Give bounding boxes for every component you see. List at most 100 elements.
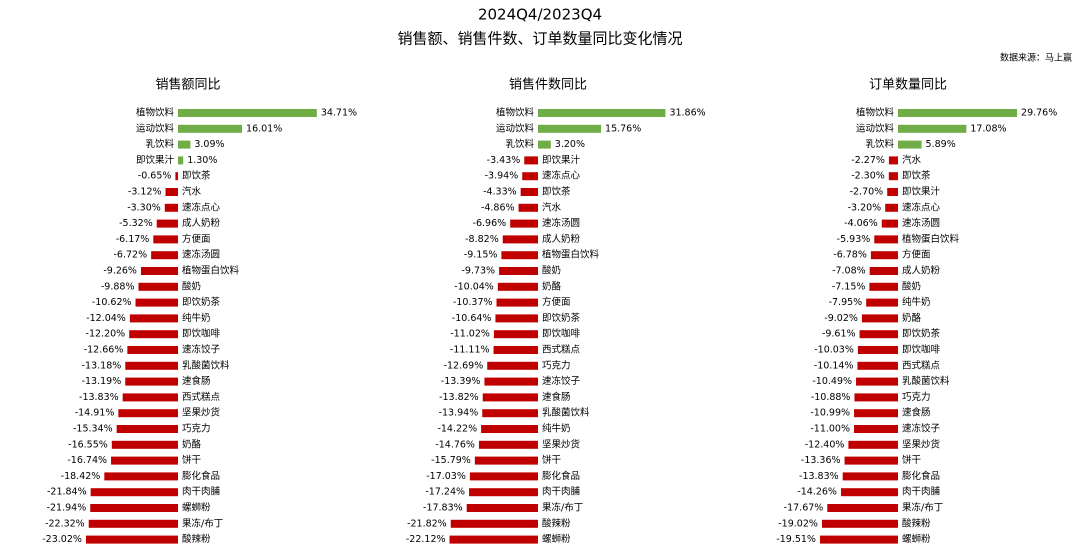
value-label: 3.20% <box>555 139 585 150</box>
bar <box>482 393 538 402</box>
bar <box>854 393 898 402</box>
bar <box>122 393 178 402</box>
value-label: -9.61% <box>822 329 856 340</box>
bar <box>125 377 178 386</box>
category-label: 成人奶粉 <box>542 233 581 245</box>
value-label: -12.04% <box>86 313 126 324</box>
category-label: 饼干 <box>542 454 561 466</box>
value-label: -4.06% <box>844 218 878 229</box>
category-label: 植物饮料 <box>496 107 535 119</box>
category-label: 肉干肉脯 <box>902 486 941 498</box>
value-label: -13.94% <box>439 408 479 419</box>
category-label: 坚果炒货 <box>182 407 220 419</box>
value-label: 29.76% <box>1021 108 1057 119</box>
category-label: 肉干肉脯 <box>542 486 581 498</box>
chart-title: 2024Q4/2023Q4 <box>478 6 602 24</box>
value-label: -15.34% <box>73 424 113 435</box>
category-label: 坚果炒货 <box>542 438 580 450</box>
bar <box>90 504 178 512</box>
bar <box>118 409 178 418</box>
value-label: -7.95% <box>829 297 863 308</box>
category-label: 植物蛋白饮料 <box>542 249 600 261</box>
value-label: -9.26% <box>103 266 137 277</box>
bar <box>869 282 898 291</box>
category-label: 西式糕点 <box>182 391 221 403</box>
category-label: 乳饮料 <box>145 138 174 150</box>
bar <box>888 172 898 181</box>
bar <box>129 314 178 323</box>
category-label: 方便面 <box>182 233 211 245</box>
category-label: 运动饮料 <box>856 122 895 134</box>
value-label: -3.20% <box>848 202 882 213</box>
category-label: 奶酪 <box>182 438 202 450</box>
bar <box>140 267 178 275</box>
value-label: -16.55% <box>68 439 108 450</box>
value-label: -6.96% <box>473 218 507 229</box>
value-label: -3.43% <box>487 155 521 166</box>
bar <box>501 251 538 260</box>
bar <box>484 377 538 386</box>
value-label: -10.62% <box>92 297 132 308</box>
value-label: -17.67% <box>784 503 824 514</box>
bar <box>469 472 538 481</box>
value-label: -18.42% <box>61 471 101 482</box>
bar <box>854 409 898 418</box>
value-label: -16.74% <box>67 455 107 466</box>
value-label: -10.49% <box>812 376 852 387</box>
category-label: 运动饮料 <box>496 122 535 134</box>
category-label: 螺蛳粉 <box>182 502 211 514</box>
bar <box>887 188 898 196</box>
bar <box>848 440 898 449</box>
value-label: -7.15% <box>832 281 866 292</box>
category-label: 果冻/布丁 <box>542 502 583 514</box>
value-label: -12.69% <box>444 360 484 371</box>
bar <box>518 203 538 212</box>
bar <box>90 488 178 497</box>
category-label: 速冻饺子 <box>182 344 221 356</box>
bar <box>885 203 898 212</box>
category-label: 酸辣粉 <box>902 517 931 529</box>
category-label: 酸辣粉 <box>542 517 571 529</box>
category-label: 运动饮料 <box>136 122 175 134</box>
bar <box>125 361 178 370</box>
value-label: -12.20% <box>86 329 126 340</box>
bar <box>127 346 178 354</box>
value-label: -9.02% <box>824 313 858 324</box>
bar <box>538 140 551 149</box>
value-label: -17.03% <box>426 471 466 482</box>
bar <box>898 140 922 149</box>
value-label: -13.82% <box>439 392 479 403</box>
category-label: 速冻点心 <box>902 201 941 213</box>
category-label: 汽水 <box>542 201 562 213</box>
value-label: -22.32% <box>45 518 85 529</box>
bar <box>497 282 538 291</box>
category-label: 成人奶粉 <box>902 265 941 277</box>
category-label: 西式糕点 <box>542 344 581 356</box>
bar <box>840 488 898 497</box>
category-label: 即饮果汁 <box>542 154 581 166</box>
value-label: -2.30% <box>851 171 885 182</box>
category-label: 乳饮料 <box>505 138 534 150</box>
value-label: -15.79% <box>431 455 471 466</box>
bar <box>520 188 538 196</box>
bar <box>842 472 898 481</box>
value-label: -13.83% <box>79 392 119 403</box>
value-label: -9.15% <box>464 250 498 261</box>
category-label: 速冻饺子 <box>542 375 581 387</box>
category-label: 酸奶 <box>902 280 921 292</box>
bar <box>874 235 898 244</box>
bar <box>522 172 538 181</box>
bar <box>164 203 178 212</box>
category-label: 膨化食品 <box>542 470 580 482</box>
value-label: -12.40% <box>805 439 845 450</box>
value-label: -4.86% <box>481 202 515 213</box>
value-label: -3.30% <box>127 202 161 213</box>
category-label: 纯牛奶 <box>182 312 211 324</box>
category-label: 螺蛳粉 <box>902 533 931 545</box>
bar <box>827 504 898 512</box>
category-label: 方便面 <box>902 249 931 261</box>
value-label: -12.66% <box>84 345 124 356</box>
bar <box>502 235 538 244</box>
category-label: 乳酸菌饮料 <box>902 375 950 387</box>
